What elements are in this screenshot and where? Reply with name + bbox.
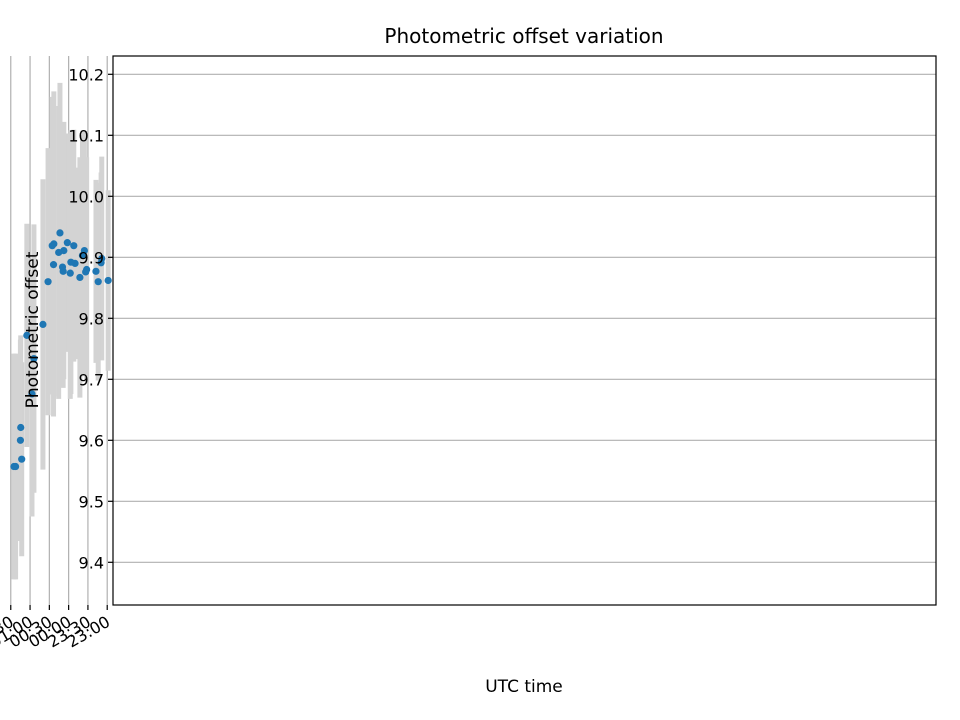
y-tick-label: 9.5 [79,492,104,511]
y-tick-label: 9.8 [79,309,104,328]
data-point [39,320,47,328]
data-point [18,455,26,463]
y-tick-label: 10.0 [68,187,104,206]
y-tick-label: 10.1 [68,126,104,145]
data-points [10,229,112,471]
chart-title: Photometric offset variation [384,24,663,48]
x-axis-label: UTC time [485,677,563,697]
data-point [66,269,74,277]
data-point [10,462,18,471]
data-point [67,258,75,266]
data-point [104,276,112,285]
y-axis-ticks: 9.4 9.5 9.6 9.7 9.8 9.9 10.0 10.1 10.2 [68,65,113,572]
plot-frame [112,55,937,606]
data-point [49,261,58,269]
data-point [82,268,90,276]
data-point [70,242,78,250]
data-point [48,242,56,250]
data-point [55,248,63,257]
data-point [92,267,100,275]
y-tick-label: 9.9 [79,248,104,267]
y-tick-label: 9.7 [79,370,104,389]
data-point [17,423,25,432]
y-tick-label: 10.2 [68,65,104,84]
data-point [30,354,38,363]
data-point [56,229,64,237]
y-tick-label: 9.6 [79,431,104,450]
data-point [58,263,67,271]
data-point [97,259,105,267]
data-point [44,278,52,286]
data-point [63,239,71,247]
data-point [28,390,36,398]
data-point [78,251,87,260]
y-axis-label: Photometric offset [23,251,43,408]
data-point [16,436,25,444]
y-tick-label: 9.4 [79,553,104,572]
data-point [76,273,84,282]
data-point [94,278,102,286]
data-point [23,331,31,339]
